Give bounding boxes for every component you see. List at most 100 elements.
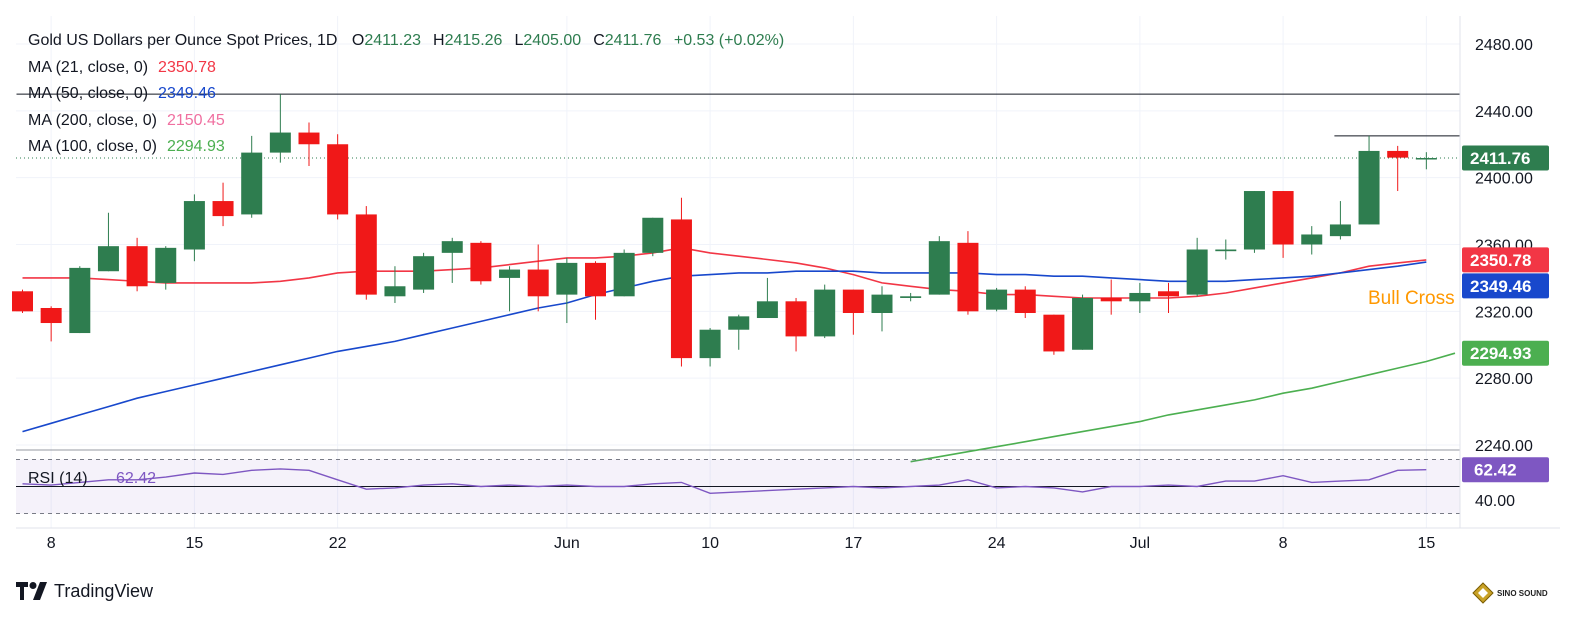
candle-down: [670, 219, 692, 359]
indicator-value: 2350.78: [158, 58, 216, 76]
indicator-label: MA (200, close, 0): [28, 111, 157, 129]
candle-down: [212, 201, 234, 217]
candle-up: [241, 152, 263, 215]
ohlc-key: H: [433, 32, 445, 49]
candle-down: [355, 214, 377, 295]
candle-up: [384, 286, 406, 297]
candle-down: [470, 242, 492, 282]
candle-down: [1387, 150, 1409, 158]
y-tick-label: 2440.00: [1475, 104, 1533, 121]
x-tick-label: Jul: [1130, 535, 1150, 552]
diamond-logo-icon: [1472, 582, 1494, 604]
candle-down: [298, 132, 320, 145]
tradingview-logo-icon: [16, 582, 47, 600]
candle-up: [69, 267, 91, 334]
candle-down: [327, 144, 349, 215]
candle-down: [126, 246, 148, 287]
candle-up: [613, 252, 635, 297]
indicator-row: MA (21, close, 0) 2350.78: [28, 55, 784, 82]
candle-up: [986, 289, 1008, 310]
x-tick-label: 24: [988, 535, 1006, 552]
brand-name: TradingView: [54, 580, 154, 601]
moving-average-line: [22, 246, 1427, 299]
ohlc-l: L2405.00: [514, 32, 581, 49]
candle-up: [441, 241, 463, 253]
candle-up: [642, 217, 664, 253]
ohlc-values: O2411.23 H2415.26 L2405.00 C2411.76: [342, 32, 661, 49]
y-tick-label: 2240.00: [1475, 438, 1533, 455]
candle-down: [527, 269, 549, 297]
indicator-label: MA (100, close, 0): [28, 138, 157, 155]
price-label-box: [1462, 340, 1549, 366]
moving-average-line: [910, 352, 1456, 463]
y-tick-label: 2480.00: [1475, 37, 1533, 54]
candle-down: [1272, 191, 1294, 245]
indicator-label: MA (50, close, 0): [28, 85, 149, 102]
x-tick-label: 22: [329, 535, 347, 552]
candle-down: [957, 242, 979, 312]
x-tick-label: 10: [701, 535, 719, 552]
price-label-box: [1462, 145, 1549, 171]
candle-up: [1072, 297, 1094, 350]
ohlc-value: 2411.23: [364, 32, 422, 49]
ohlc-key: C: [593, 32, 605, 49]
x-tick-label: 15: [1417, 535, 1435, 552]
price-label-text: 2350.78: [1470, 251, 1531, 270]
x-tick-label: 8: [47, 535, 56, 552]
ohlc-value: 2405.00: [523, 32, 582, 49]
rsi-value: 62.42: [116, 470, 156, 487]
candle-up: [728, 316, 750, 330]
indicator-value: 2294.93: [166, 138, 225, 155]
candle-up: [499, 269, 521, 278]
rsi-line: [22, 468, 1427, 495]
candle-down: [1014, 289, 1036, 314]
chart-legend: Gold US Dollars per Ounce Spot Prices, 1…: [28, 28, 784, 161]
ohlc-value: 2411.76: [604, 32, 662, 49]
candle-down: [585, 262, 606, 297]
indicator-value: 2349.46: [158, 85, 216, 102]
ohlc-key: O: [351, 32, 365, 49]
candle-up: [556, 262, 578, 295]
price-label-box: [1462, 247, 1549, 273]
x-tick-label: 15: [186, 535, 204, 552]
candle-up: [97, 246, 119, 272]
candle-up: [1358, 150, 1380, 225]
candle-up: [1215, 249, 1237, 252]
indicator-value: 2150.45: [166, 111, 225, 129]
candle-down: [842, 289, 864, 314]
x-tick-label: 8: [1279, 535, 1288, 552]
x-tick-label: 17: [844, 535, 862, 552]
sino-sound-watermark: SINO SOUND: [1472, 582, 1548, 604]
tradingview-logo: TradingView: [16, 578, 153, 604]
ohlc-o: O2411.23: [352, 32, 421, 49]
candle-up: [155, 247, 177, 283]
candle-up: [900, 296, 922, 298]
price-label-text: 2294.93: [1470, 344, 1531, 363]
candle-up: [1329, 224, 1351, 237]
y-tick-label: 2280.00: [1475, 371, 1533, 388]
candle-up: [269, 132, 291, 153]
candle-up: [1243, 191, 1265, 250]
header-row: Gold US Dollars per Ounce Spot Prices, 1…: [28, 28, 784, 55]
indicator-row: MA (100, close, 0) 2294.93: [28, 134, 784, 161]
y-tick-label: 2400.00: [1475, 171, 1533, 188]
rsi-label-box: [1462, 457, 1549, 483]
candle-up: [928, 241, 950, 295]
price-label-text: 2349.46: [1470, 277, 1531, 296]
price-change: +0.53 (+0.02%): [673, 32, 785, 49]
candle-up: [1186, 249, 1208, 295]
candle-up: [871, 294, 893, 314]
candle-down: [785, 301, 807, 337]
candle-up: [1301, 234, 1323, 245]
indicator-row: MA (200, close, 0) 2150.45: [28, 108, 784, 135]
candle-up: [413, 256, 435, 290]
y-tick-label: 2320.00: [1475, 304, 1533, 321]
candle-up: [814, 289, 836, 337]
candle-up: [183, 201, 205, 250]
candle-down: [1100, 297, 1122, 302]
rsi-y-tick-label: 40.00: [1475, 493, 1515, 510]
price-label-text: 2411.76: [1470, 149, 1531, 168]
candle-down: [1158, 291, 1179, 297]
